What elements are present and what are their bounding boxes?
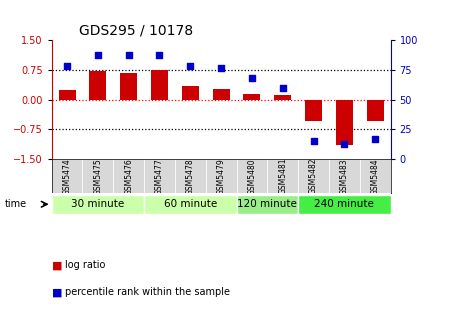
Bar [298, 195, 391, 214]
Bar [58, 90, 75, 100]
Bar [305, 100, 322, 121]
Text: GDS295 / 10178: GDS295 / 10178 [79, 24, 193, 38]
Point [94, 52, 101, 57]
Text: log ratio: log ratio [65, 260, 106, 270]
Text: GSM5482: GSM5482 [309, 158, 318, 195]
Point [156, 52, 163, 57]
Bar [151, 70, 168, 100]
Text: percentile rank within the sample: percentile rank within the sample [65, 287, 230, 297]
Text: GSM5483: GSM5483 [340, 158, 349, 195]
Point [279, 85, 286, 90]
Bar [213, 89, 229, 100]
Bar [237, 195, 298, 214]
Text: ■: ■ [52, 287, 62, 297]
Text: time: time [4, 199, 26, 209]
Text: 120 minute: 120 minute [238, 199, 297, 209]
Bar [336, 100, 353, 145]
Point [63, 64, 70, 69]
Bar [52, 195, 144, 214]
Bar [274, 95, 291, 100]
Point [372, 136, 379, 141]
Text: GSM5481: GSM5481 [278, 158, 287, 195]
Point [248, 76, 255, 81]
Text: GSM5474: GSM5474 [62, 158, 71, 195]
Bar [182, 86, 199, 100]
Text: 60 minute: 60 minute [164, 199, 217, 209]
Bar [367, 100, 384, 121]
Bar [144, 195, 237, 214]
Text: 240 minute: 240 minute [314, 199, 374, 209]
Point [310, 138, 317, 144]
Point [341, 141, 348, 146]
Bar [120, 73, 137, 100]
Text: ■: ■ [52, 260, 62, 270]
Point [187, 64, 194, 69]
Text: GSM5475: GSM5475 [93, 158, 102, 195]
Text: GSM5484: GSM5484 [371, 158, 380, 195]
Text: 30 minute: 30 minute [71, 199, 124, 209]
Text: GSM5478: GSM5478 [186, 158, 195, 195]
Text: GSM5479: GSM5479 [216, 158, 226, 195]
Text: GSM5480: GSM5480 [247, 158, 256, 195]
Point [217, 65, 224, 70]
Text: GSM5477: GSM5477 [155, 158, 164, 195]
Bar [243, 94, 260, 100]
Point [125, 52, 132, 57]
Text: GSM5476: GSM5476 [124, 158, 133, 195]
Bar [89, 71, 106, 100]
